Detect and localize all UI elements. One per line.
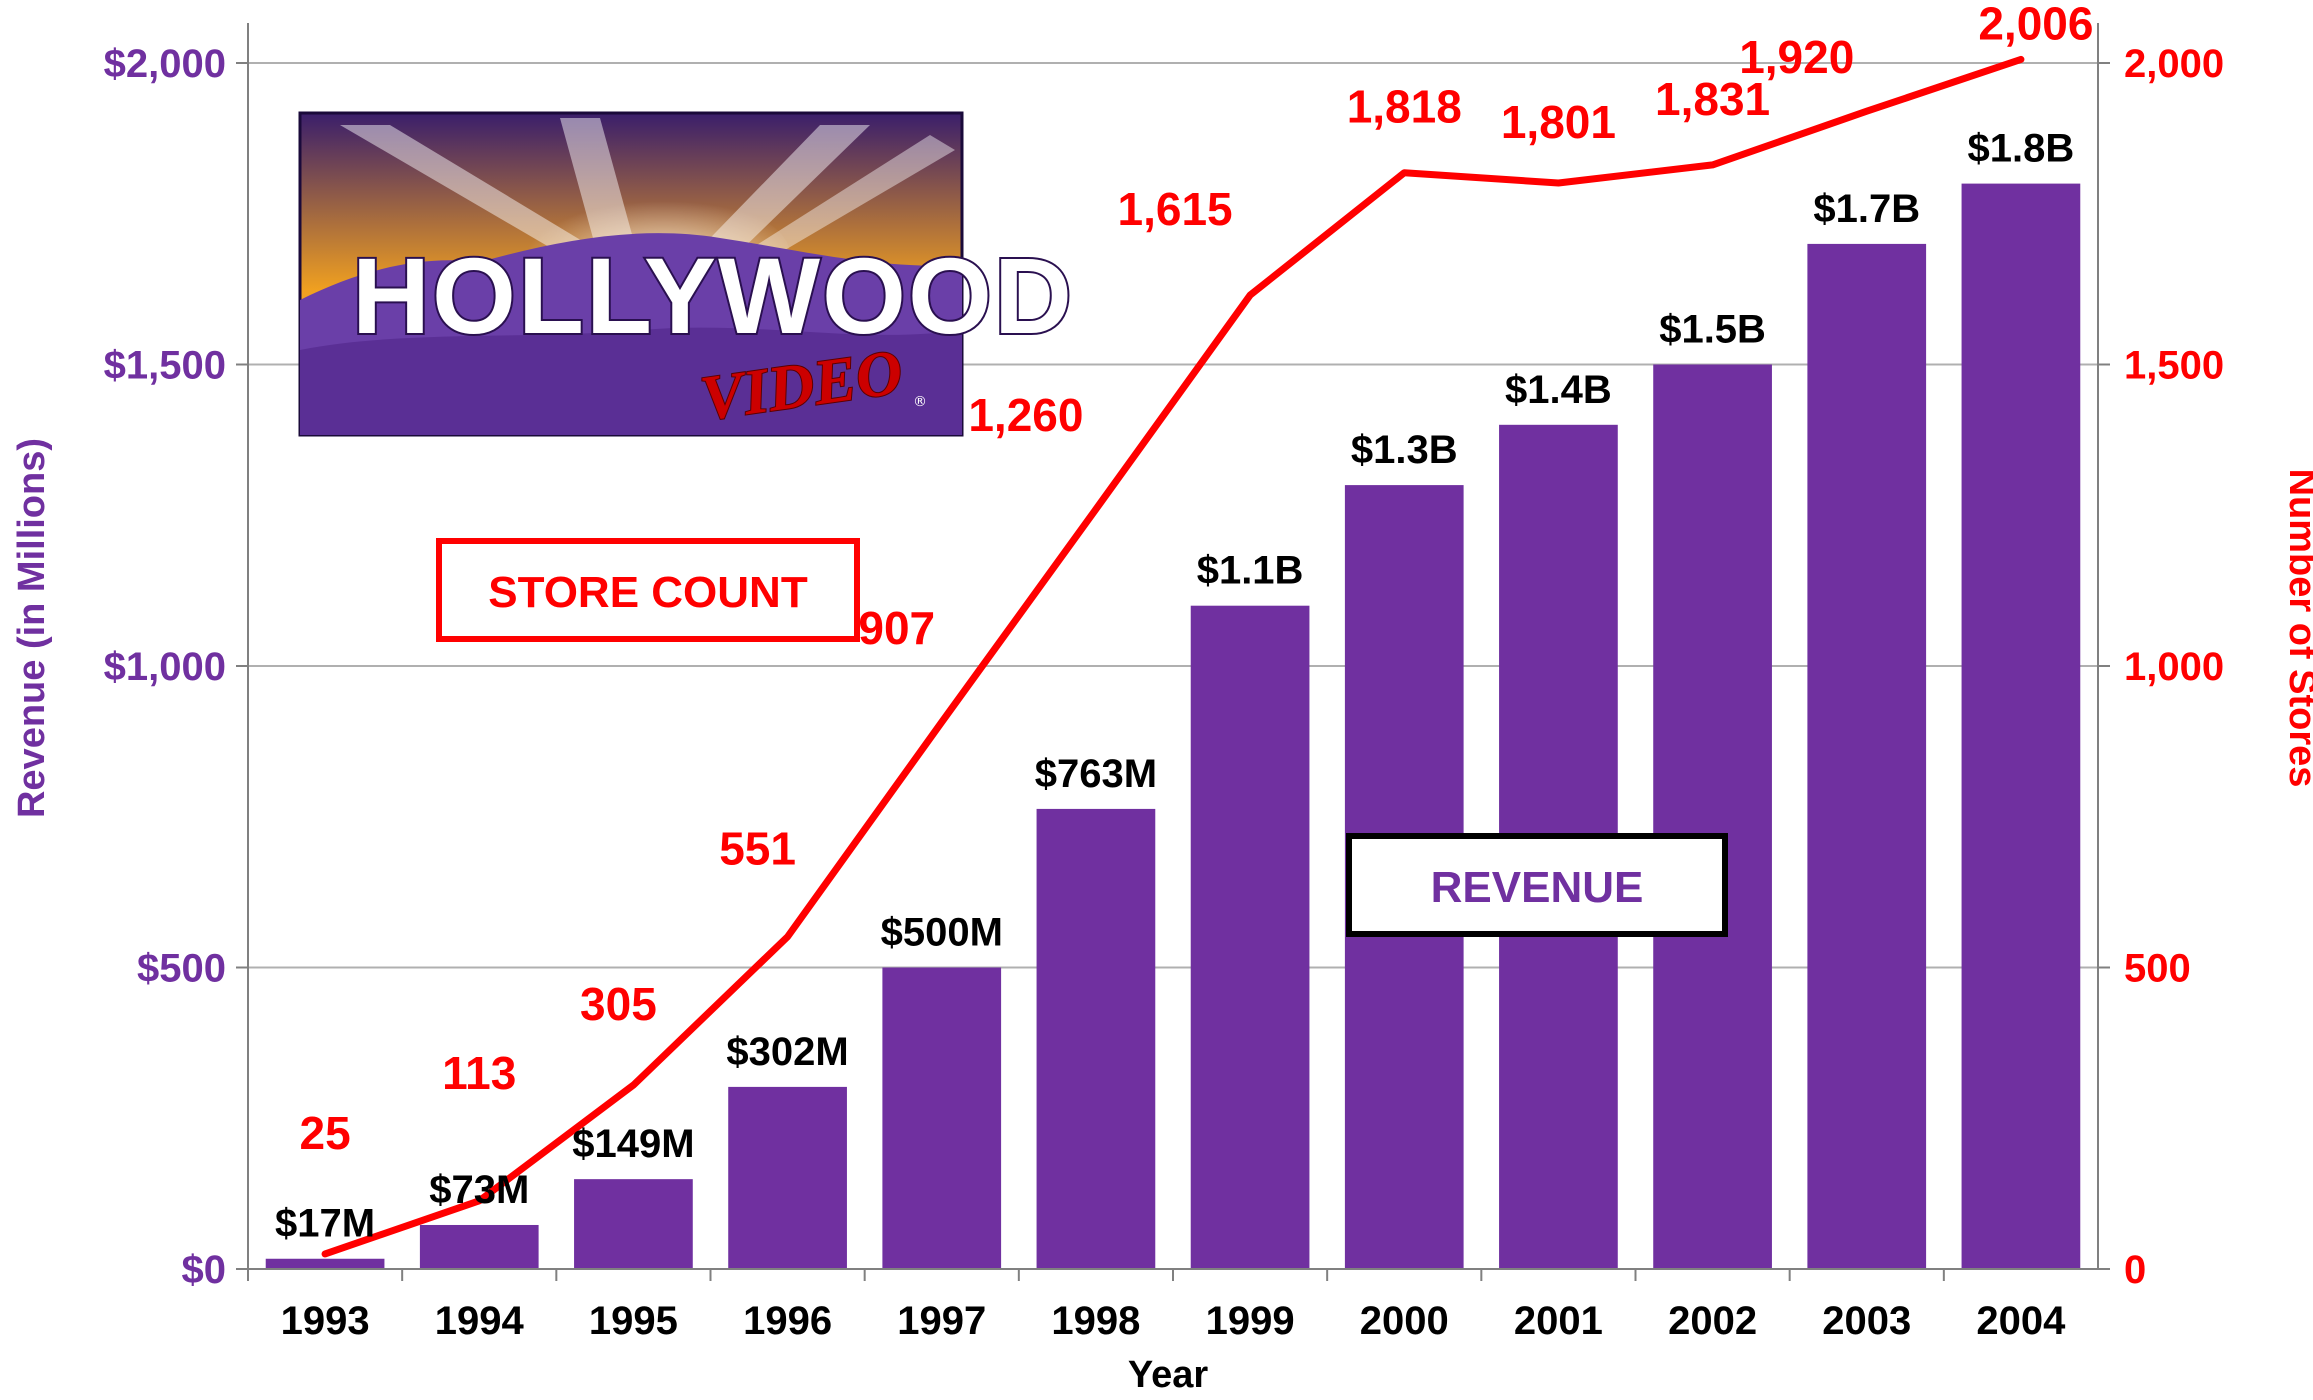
store-count-label: 1,818 xyxy=(1347,81,1462,133)
store-count-line xyxy=(321,55,2025,1258)
store-count-label: 1,260 xyxy=(968,389,1083,441)
x-axis-tick-label: 2001 xyxy=(1514,1299,1603,1343)
revenue-bar-label: $1.7B xyxy=(1813,187,1920,231)
revenue-bar xyxy=(1807,243,1927,1269)
revenue-bar-label: $500M xyxy=(881,911,1003,955)
store-count-callout-text: STORE COUNT xyxy=(488,568,808,617)
revenue-bar-label: $302M xyxy=(726,1030,848,1074)
store-count-label: 907 xyxy=(858,602,935,654)
store-count-label: 305 xyxy=(580,978,657,1030)
left-axis-tick-label: $2,000 xyxy=(104,42,226,86)
x-axis-tick-label: 1993 xyxy=(281,1299,370,1343)
x-axis-tick-label: 1998 xyxy=(1051,1299,1140,1343)
revenue-bar-label: $17M xyxy=(275,1202,375,1246)
data-labels: $17M $73M $149M $302M $500M $763M $1.1B $1.3B $1… xyxy=(275,0,2093,1246)
revenue-bar xyxy=(574,1179,693,1269)
revenue-bar-label: $1.1B xyxy=(1197,549,1304,593)
x-axis-tick-label: 1996 xyxy=(743,1299,832,1343)
store-count-label: 1,615 xyxy=(1118,183,1233,235)
hollywood-video-logo: HOLLYWOOD VIDEO ® xyxy=(298,111,1074,437)
store-count-label: 2,006 xyxy=(1978,0,2093,49)
x-axis-tick-label: 1994 xyxy=(435,1299,525,1343)
x-axis-tick-label: 1997 xyxy=(897,1299,986,1343)
revenue-bar xyxy=(1036,808,1156,1269)
store-count-callout: STORE COUNT xyxy=(436,538,860,642)
revenue-bar-label: $763M xyxy=(1035,752,1157,796)
store-count-label: 1,831 xyxy=(1655,73,1770,125)
store-count-label: 113 xyxy=(442,1047,516,1099)
x-axis-title: Year xyxy=(1128,1354,1209,1396)
revenue-bar xyxy=(1653,364,1772,1269)
revenue-bar xyxy=(728,1086,847,1269)
store-count-label: 1,920 xyxy=(1739,31,1854,83)
revenue-bar-label: $1.3B xyxy=(1351,428,1458,472)
x-axis-tick-label: 1995 xyxy=(589,1299,678,1343)
revenue-bar-label: $73M xyxy=(429,1168,529,1212)
revenue-callout: REVENUE xyxy=(1346,833,1728,937)
logo-hollywood-text: HOLLYWOOD xyxy=(352,235,1074,356)
right-axis-tick-label: 2,000 xyxy=(2124,42,2224,86)
logo-registered-mark: ® xyxy=(913,394,927,410)
right-axis-tick-label: 1,500 xyxy=(2124,344,2224,388)
revenue-bar-label: $1.8B xyxy=(1968,127,2075,171)
x-axis-tick-label: 1999 xyxy=(1206,1299,1295,1343)
axes: $0 $500 $1,000 $1,500 $2,000 0 500 1,000 1,500 2,… xyxy=(104,23,2224,1343)
left-axis-tick-label: $1,000 xyxy=(104,645,226,689)
x-axis-tick-label: 2000 xyxy=(1360,1299,1449,1343)
revenue-bar xyxy=(882,967,1002,1269)
right-axis-tick-label: 1,000 xyxy=(2124,645,2224,689)
store-count-line-group xyxy=(321,55,2025,1258)
x-axis-tick-label: 2002 xyxy=(1668,1299,1757,1343)
revenue-bar-label: $1.4B xyxy=(1505,368,1612,412)
revenue-bar-label: $1.5B xyxy=(1659,308,1766,352)
left-axis-tick-label: $1,500 xyxy=(104,344,226,388)
revenue-bar-label: $149M xyxy=(572,1122,694,1166)
right-axis-tick-label: 500 xyxy=(2124,947,2191,991)
left-axis-tick-label: $500 xyxy=(137,947,226,991)
store-count-label: 551 xyxy=(719,823,796,875)
left-axis-tick-label: $0 xyxy=(182,1248,227,1292)
revenue-bar xyxy=(419,1224,539,1269)
y-axis-title-right: Number of Stores xyxy=(2281,469,2313,788)
right-axis-tick-label: 0 xyxy=(2124,1248,2146,1292)
x-axis-tick-label: 2003 xyxy=(1822,1299,1911,1343)
y-axis-title-left: Revenue (in Millions) xyxy=(11,438,53,818)
revenue-bar xyxy=(1190,605,1310,1269)
x-axis-tick-label: 2004 xyxy=(1976,1299,2066,1343)
revenue-bar xyxy=(1961,183,2081,1270)
store-count-label: 1,801 xyxy=(1501,96,1616,148)
revenue-bar xyxy=(265,1258,385,1269)
revenue-callout-text: REVENUE xyxy=(1431,863,1644,912)
store-count-label: 25 xyxy=(299,1107,350,1159)
